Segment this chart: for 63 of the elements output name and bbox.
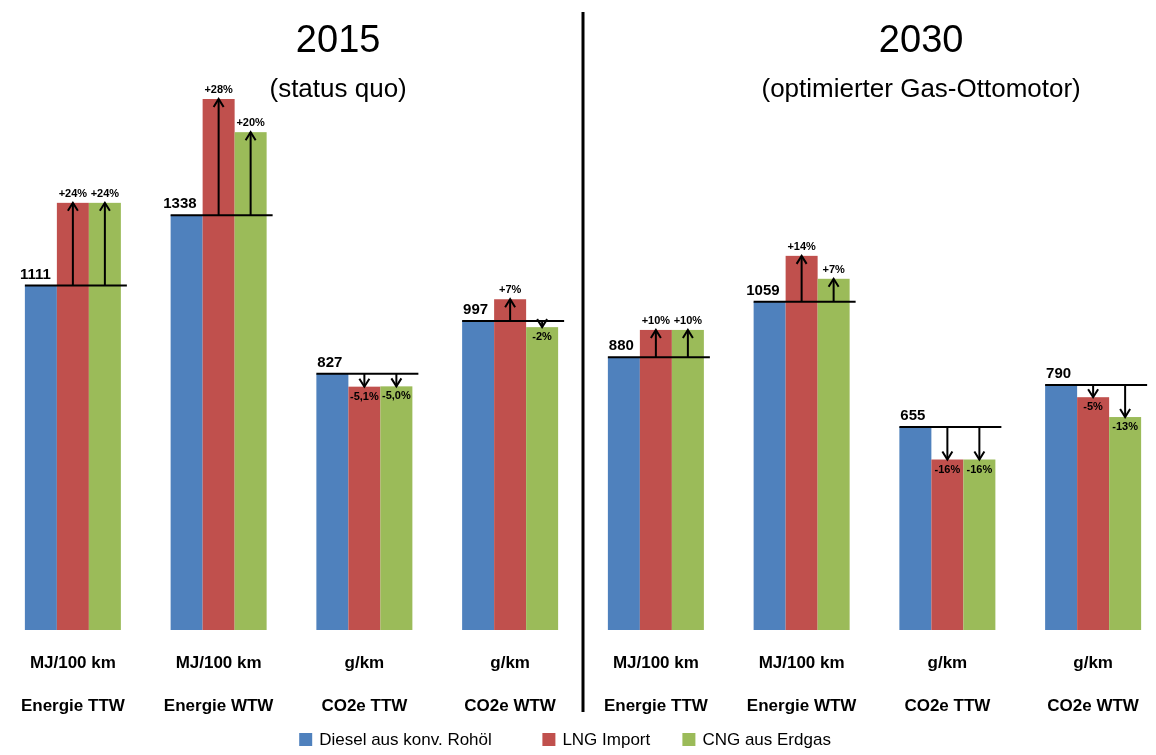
bar: [526, 327, 559, 630]
data-label: 1338: [163, 194, 197, 212]
bar: [639, 329, 672, 630]
bar: [348, 386, 381, 630]
annotation: -2%: [532, 330, 553, 343]
bar: [963, 459, 996, 630]
bar: [234, 132, 267, 630]
bar: [607, 357, 640, 630]
annotation: +7%: [822, 262, 845, 275]
bar: [24, 285, 57, 630]
bar: [899, 426, 932, 630]
data-label: 790: [1046, 364, 1072, 382]
chart-title: 2030: [878, 18, 964, 60]
category-label: MJ/100 km Energie WTW: [163, 653, 274, 715]
bar: [753, 301, 786, 630]
annotation: +20%: [236, 116, 266, 129]
data-label: 827: [317, 352, 343, 370]
bar: [785, 255, 818, 630]
data-label: 997: [463, 299, 489, 317]
bar: [1045, 385, 1078, 630]
category-label: g/km CO2e WTW: [1047, 653, 1139, 715]
annotation: +10%: [673, 313, 703, 326]
category-label: MJ/100 km Energie WTW: [746, 653, 857, 715]
annotation: -5%: [1083, 400, 1104, 413]
bar: [380, 386, 413, 630]
category-label: MJ/100 km Energie TTW: [20, 653, 125, 715]
chart-subtitle: (status quo): [269, 73, 407, 103]
chart-title: 2015: [295, 18, 381, 60]
bar: [202, 99, 235, 630]
annotation: -5,1%: [350, 389, 379, 402]
data-label: 655: [900, 405, 926, 423]
data-label: 1111: [19, 264, 51, 282]
category-label: g/km CO2e TTW: [904, 653, 991, 715]
bar: [170, 215, 203, 630]
bar: [931, 459, 964, 630]
bar: [817, 278, 850, 630]
bar: [88, 202, 121, 630]
bar: [671, 329, 704, 630]
data-label: 880: [608, 336, 634, 354]
bar: [316, 373, 349, 630]
bar: [494, 299, 527, 630]
annotation: -13%: [1112, 420, 1139, 433]
category-label: g/km CO2e TTW: [321, 653, 408, 715]
text: +14%: [787, 239, 817, 252]
annotation: -16%: [934, 462, 961, 475]
annotation: +24%: [58, 186, 88, 199]
text: +28%: [204, 83, 234, 95]
bar: [56, 202, 89, 630]
annotation: -16%: [966, 462, 993, 475]
category-label: MJ/100 km Energie TTW: [603, 653, 708, 715]
annotation: +24%: [90, 186, 120, 199]
category-label: g/km CO2e WTW: [464, 653, 556, 715]
bar: [462, 320, 495, 630]
annotation: +10%: [641, 313, 671, 326]
bar: [1077, 397, 1110, 630]
legend-label: LNG Import: [562, 730, 651, 749]
bar: [1109, 417, 1142, 630]
data-label: 1059: [746, 280, 780, 298]
legend-label: Diesel aus konv. Rohöl: [319, 730, 492, 749]
annotation: -5,0%: [382, 389, 411, 402]
annotation: +7%: [498, 283, 522, 296]
chart-subtitle: (optimierter Gas-Ottomotor): [761, 73, 1081, 103]
legend-label: CNG aus Erdgas: [702, 730, 831, 749]
